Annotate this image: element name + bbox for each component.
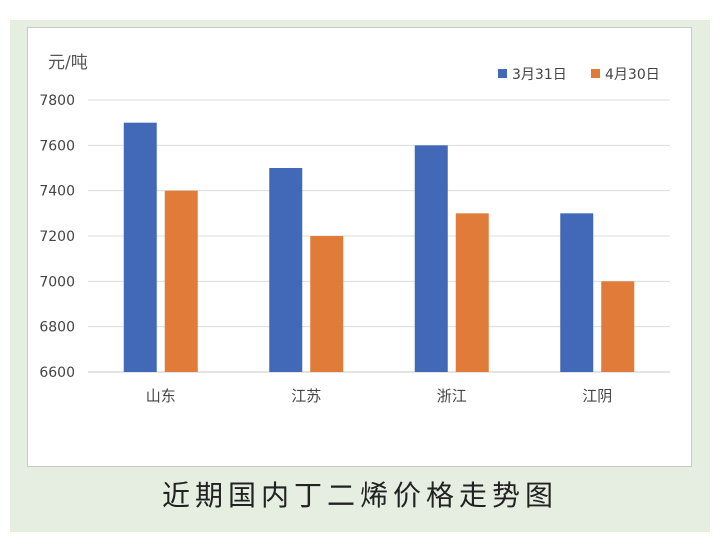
legend-swatch bbox=[591, 69, 600, 78]
y-tick-label: 7400 bbox=[39, 184, 75, 200]
bar-2-1 bbox=[164, 190, 198, 372]
y-unit-label: 元/吨 bbox=[48, 53, 88, 73]
bar-1-3 bbox=[414, 145, 448, 372]
x-tick-label: 江阴 bbox=[582, 387, 612, 405]
bar-1-4 bbox=[560, 213, 594, 372]
x-tick-labels: 山东 江苏 浙江 江阴 bbox=[146, 387, 613, 405]
x-tick-label: 浙江 bbox=[437, 387, 467, 405]
x-tick-label: 山东 bbox=[146, 387, 176, 405]
legend-swatch bbox=[498, 69, 507, 78]
bar-2-4 bbox=[601, 281, 635, 372]
y-tick-label: 6800 bbox=[39, 320, 75, 336]
bars bbox=[123, 122, 635, 373]
y-tick-label: 7200 bbox=[39, 229, 75, 245]
bar-1-2 bbox=[269, 168, 303, 372]
bar-1-1 bbox=[123, 122, 157, 373]
y-tick-label: 7800 bbox=[39, 93, 75, 109]
legend-label: 4月30日 bbox=[605, 67, 660, 83]
y-tick-label: 6600 bbox=[39, 365, 75, 381]
y-tick-labels: 6600 6800 7000 7200 7400 7600 7800 bbox=[39, 93, 75, 381]
bar-2-2 bbox=[310, 236, 344, 372]
legend-label: 3月31日 bbox=[512, 67, 567, 83]
legend: 3月31日 4月30日 bbox=[498, 67, 660, 83]
chart-caption: 近期国内丁二烯价格走势图 bbox=[161, 479, 558, 512]
y-tick-label: 7600 bbox=[39, 138, 75, 154]
y-tick-label: 7000 bbox=[39, 274, 75, 290]
bar-2-3 bbox=[455, 213, 489, 372]
x-tick-label: 江苏 bbox=[291, 387, 321, 405]
